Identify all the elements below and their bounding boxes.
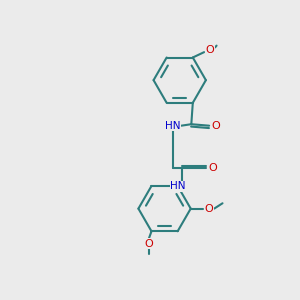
Text: O: O xyxy=(208,164,217,173)
Text: O: O xyxy=(206,45,214,55)
Text: O: O xyxy=(205,204,214,214)
Text: O: O xyxy=(211,121,220,131)
Text: HN: HN xyxy=(170,181,186,191)
Text: HN: HN xyxy=(165,121,181,131)
Text: O: O xyxy=(144,239,153,249)
